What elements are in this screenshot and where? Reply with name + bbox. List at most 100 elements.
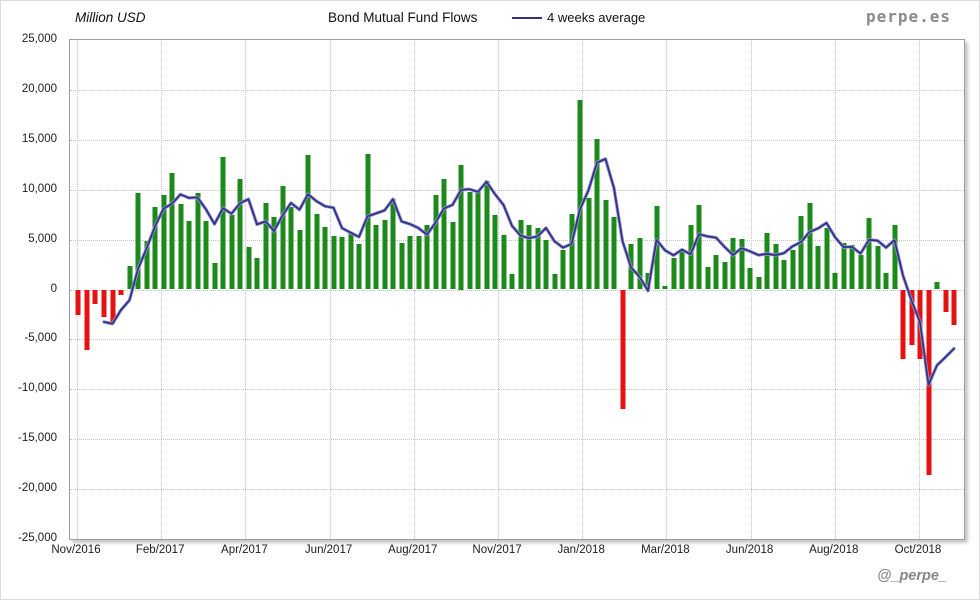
flow-bar xyxy=(951,289,957,326)
flow-bar xyxy=(229,214,234,290)
gridline xyxy=(413,40,415,539)
flow-bar xyxy=(875,245,880,290)
flow-bar xyxy=(892,224,897,290)
gridline xyxy=(70,389,964,391)
flow-bar xyxy=(586,197,591,290)
flow-bar xyxy=(679,249,685,290)
flow-bar xyxy=(75,289,81,316)
flow-bar xyxy=(790,249,795,290)
flow-bar xyxy=(195,192,200,290)
flow-bar xyxy=(943,289,948,313)
x-tick-label: Aug/2018 xyxy=(809,544,859,556)
flow-bar xyxy=(509,273,515,290)
x-tick-label: Oct/2018 xyxy=(894,544,942,556)
flow-bar xyxy=(764,232,770,290)
flow-bar xyxy=(773,243,778,290)
flow-bar xyxy=(713,254,719,290)
flow-bar xyxy=(212,262,217,290)
flow-bar xyxy=(152,206,158,290)
flow-bar xyxy=(280,185,285,290)
flow-bar xyxy=(433,194,438,290)
y-tick-label: 20,000 xyxy=(21,82,57,95)
flow-bar xyxy=(560,249,566,290)
flow-bar xyxy=(807,202,812,290)
flow-bar xyxy=(739,238,744,290)
x-tick-label: Jun/2017 xyxy=(304,544,353,556)
flow-bar xyxy=(237,178,243,290)
flow-bar xyxy=(594,138,600,290)
gridline xyxy=(582,40,584,539)
flow-bar xyxy=(756,276,761,290)
y-tick-label: -10,000 xyxy=(17,382,57,395)
gridline xyxy=(70,89,964,91)
flow-bar xyxy=(263,202,268,290)
gridline xyxy=(834,40,836,539)
flow-bar xyxy=(416,235,421,290)
flow-bar xyxy=(569,213,574,290)
x-tick-label: Apr/2017 xyxy=(221,544,268,556)
flow-bar xyxy=(730,237,736,290)
flow-bar xyxy=(518,219,523,290)
y-tick-label: 5,000 xyxy=(28,232,57,245)
flow-bar xyxy=(747,267,753,290)
y-axis-tick-labels: 25,000 20,000 15,000 10,000 5,000 0 -5,000 -10,… xyxy=(1,33,63,544)
flow-bar xyxy=(637,237,642,290)
y-tick-label: 0 xyxy=(50,282,57,295)
flow-bar xyxy=(900,289,906,360)
flow-bar xyxy=(339,236,345,290)
x-axis-tick-labels: Nov/2016 Feb/2017 Apr/2017 Jun/2017 Aug/2017… xyxy=(51,544,963,560)
flow-bar xyxy=(866,217,872,290)
flow-bar xyxy=(424,224,430,290)
flow-bar xyxy=(781,259,787,290)
flow-bar xyxy=(254,257,260,290)
flow-bar xyxy=(127,265,132,290)
flow-bar xyxy=(305,154,311,290)
gridline xyxy=(70,339,964,341)
flow-bar xyxy=(620,289,625,410)
flow-bar xyxy=(526,224,532,290)
y-axis-unit-label: Million USD xyxy=(75,10,146,25)
flow-bar xyxy=(934,281,940,290)
y-tick-label: 10,000 xyxy=(21,182,57,195)
gridline xyxy=(70,139,964,141)
flow-bar xyxy=(407,235,413,290)
flow-bar xyxy=(484,180,489,290)
y-tick-label: -20,000 xyxy=(17,482,57,495)
flow-bar xyxy=(841,242,846,290)
flow-bar xyxy=(331,235,336,290)
flow-bar xyxy=(475,189,481,290)
flow-bar xyxy=(314,213,319,290)
flow-bar xyxy=(84,289,90,351)
y-tick-label: -5,000 xyxy=(24,332,57,345)
flow-bar xyxy=(722,261,727,290)
flow-bar xyxy=(110,289,115,323)
flow-bar xyxy=(441,178,447,290)
gridline xyxy=(329,40,331,539)
legend-line-icon xyxy=(512,16,542,19)
flow-bar xyxy=(101,289,107,318)
flow-bar xyxy=(220,156,226,290)
x-tick-label: Feb/2017 xyxy=(135,544,185,556)
flow-bar xyxy=(832,272,838,290)
flow-bar xyxy=(297,229,302,290)
flow-bar xyxy=(535,227,540,290)
gridline xyxy=(70,289,964,291)
gridline xyxy=(70,189,964,191)
flow-bar xyxy=(348,231,353,290)
flow-bar xyxy=(399,242,404,290)
flow-bar xyxy=(552,273,557,290)
flow-bar xyxy=(798,215,804,290)
flow-bar xyxy=(135,192,141,290)
site-watermark: perpe.es xyxy=(865,7,951,26)
four-week-average-line xyxy=(102,157,956,387)
x-tick-label: Mar/2018 xyxy=(641,544,690,556)
flow-bar xyxy=(365,153,370,290)
flow-bar xyxy=(858,254,863,290)
flow-bar xyxy=(696,204,702,290)
flow-bar xyxy=(849,244,855,290)
flow-bar xyxy=(705,266,710,290)
flow-bar xyxy=(815,245,821,290)
flow-bar xyxy=(203,220,209,290)
gridline xyxy=(750,40,752,539)
